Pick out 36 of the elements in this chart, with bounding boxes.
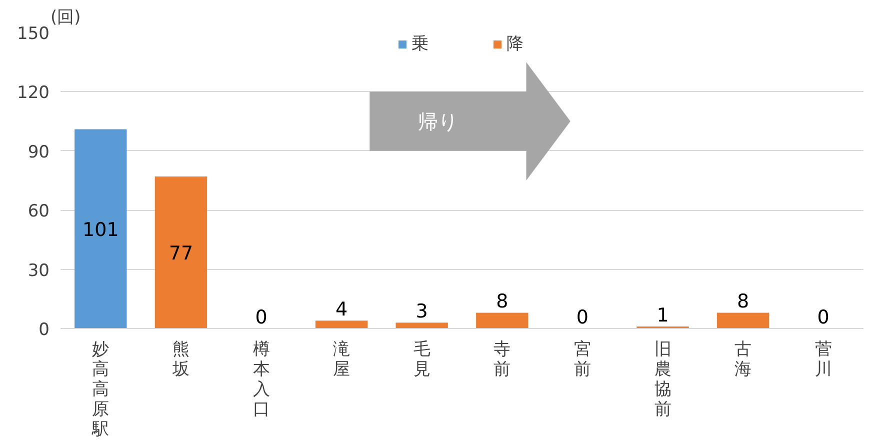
x-tick-label: 古海 — [734, 340, 752, 380]
data-label: 77 — [168, 242, 194, 265]
bar — [315, 320, 368, 328]
x-tick-label: 宮前 — [574, 340, 591, 380]
y-tick-label: 150 — [17, 24, 50, 44]
y-tick-label: 90 — [28, 142, 50, 162]
data-label: 0 — [576, 306, 588, 328]
data-label: 101 — [82, 218, 119, 241]
data-label: 0 — [817, 306, 830, 328]
x-tick-label: 毛見 — [413, 340, 430, 380]
x-tick-label: 菅川 — [814, 340, 832, 380]
bar — [154, 176, 208, 328]
y-tick-label: 30 — [28, 260, 50, 281]
x-tick-label: 旧農協前 — [654, 340, 672, 420]
x-tick-label: 滝屋 — [333, 340, 350, 380]
x-tick-label: 熊坂 — [171, 340, 190, 380]
y-tick-label: 60 — [28, 202, 50, 222]
bar — [716, 312, 770, 328]
data-label: 4 — [336, 298, 348, 321]
data-label: 8 — [496, 290, 508, 313]
data-label: 0 — [255, 306, 268, 328]
bar — [74, 129, 127, 328]
x-tick-label: 樽本入口 — [252, 340, 270, 420]
data-label: 1 — [656, 304, 669, 327]
bar — [476, 312, 528, 328]
y-tick-label: 0 — [38, 320, 50, 340]
x-tick-label: 妙高高原駅 — [91, 340, 110, 440]
bar — [396, 322, 448, 328]
x-tick-label: 寺前 — [494, 340, 511, 380]
legend-label: 乗 — [412, 33, 430, 55]
annotation: 帰り — [418, 109, 458, 134]
y-axis-title: (回) — [50, 8, 81, 28]
y-tick-label: 120 — [17, 83, 50, 104]
legend-label: 降 — [506, 33, 524, 55]
data-label: 8 — [737, 290, 750, 313]
data-label: 3 — [416, 300, 428, 323]
